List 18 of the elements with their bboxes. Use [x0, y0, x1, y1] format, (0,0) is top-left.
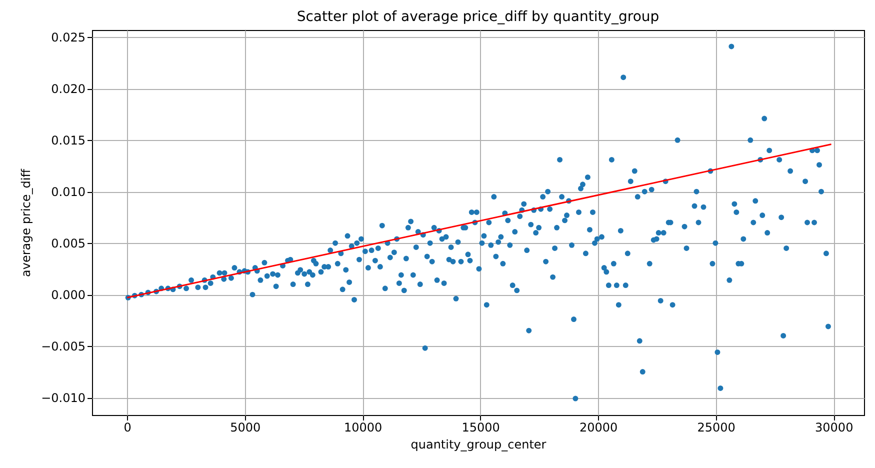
- y-tick-label: 0.025: [51, 30, 86, 45]
- x-tick-label: 5000: [230, 420, 261, 434]
- x-tick-label: 20000: [580, 420, 618, 434]
- x-axis-title: quantity_group_center: [410, 438, 546, 452]
- y-tick-label: −0.010: [41, 391, 86, 405]
- y-tick-label: −0.005: [41, 340, 86, 354]
- y-tick-label: 0.005: [51, 236, 86, 251]
- y-axis-title: average price_diff: [19, 168, 34, 278]
- y-tick-label: 0.010: [51, 185, 86, 200]
- x-tick-label: 0: [124, 420, 132, 434]
- x-tick-label: 25000: [697, 420, 736, 434]
- y-tick-label: 0.015: [51, 134, 86, 148]
- chart-title: Scatter plot of average price_diff by quantity_group: [296, 9, 660, 25]
- x-tick-label: 10000: [344, 420, 382, 434]
- x-tick-label: 15000: [462, 420, 500, 434]
- y-tick-label: 0.000: [51, 288, 86, 302]
- y-tick-label: 0.020: [51, 82, 86, 96]
- x-tick-label: 30000: [815, 420, 854, 434]
